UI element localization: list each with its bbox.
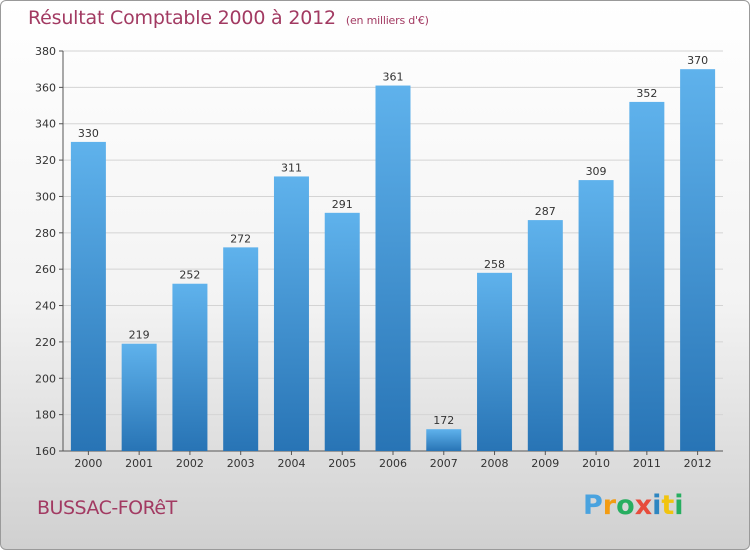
data-label: 352 <box>636 87 657 100</box>
logo-letter: r <box>602 490 617 521</box>
data-label: 172 <box>433 414 454 427</box>
y-tick-label: 240 <box>35 300 56 313</box>
bars <box>70 69 716 452</box>
y-tick-label: 340 <box>35 118 56 131</box>
chart-title: Résultat Comptable 2000 à 2012 (en millie… <box>28 7 429 29</box>
x-tick-label: 2010 <box>582 457 610 470</box>
bar-2002 <box>172 283 208 451</box>
city-name: BUSSAC-FORêT <box>37 497 177 519</box>
bar-2000 <box>70 141 106 451</box>
data-label: 219 <box>129 329 150 342</box>
y-tick-label: 300 <box>35 190 56 203</box>
y-tick-label: 200 <box>35 372 56 385</box>
data-label: 309 <box>586 165 607 178</box>
y-tick-label: 220 <box>35 336 56 349</box>
data-label: 252 <box>179 269 200 282</box>
logo-letter: t <box>661 490 675 521</box>
data-label: 330 <box>78 127 99 140</box>
data-label: 291 <box>332 198 353 211</box>
data-label: 370 <box>687 54 708 67</box>
proxiti-logo[interactable]: Proxiti <box>583 490 684 521</box>
x-tick-label: 2005 <box>328 457 356 470</box>
data-label: 258 <box>484 258 505 271</box>
bar-2008 <box>477 272 513 451</box>
y-tick-label: 380 <box>35 45 56 58</box>
y-tick-label: 360 <box>35 81 56 94</box>
x-tick-label: 2003 <box>227 457 255 470</box>
logo-letter: x <box>634 490 653 521</box>
bar-2003 <box>223 247 259 451</box>
x-tick-label: 2011 <box>633 457 661 470</box>
data-label: 361 <box>383 71 404 84</box>
logo-letter: i <box>674 490 684 521</box>
bar-2012 <box>680 69 716 451</box>
labels: 330 2000 219 2001 252 2002 272 2003 311 2004 291 20… <box>74 54 711 470</box>
bar-2005 <box>324 212 360 451</box>
y-tick-label: 260 <box>35 263 56 276</box>
x-tick-label: 2012 <box>684 457 712 470</box>
title-text: Résultat Comptable 2000 à 2012 <box>28 7 336 29</box>
bar-2011 <box>629 101 665 451</box>
x-tick-label: 2006 <box>379 457 407 470</box>
y-tick-label: 280 <box>35 227 56 240</box>
y-tick-label: 320 <box>35 154 56 167</box>
bar-2001 <box>121 343 157 451</box>
x-tick-label: 2008 <box>481 457 509 470</box>
chart-subtitle: (en milliers d'€) <box>345 14 429 27</box>
logo-letter: o <box>616 490 635 521</box>
logo-letter: P <box>583 490 603 521</box>
bar-chart: 160 180 200 220 240 260 280 300 320 340 360 380 330… <box>35 45 723 470</box>
data-label: 311 <box>281 161 302 174</box>
bar-2007 <box>426 429 462 451</box>
y-tick-label: 160 <box>35 445 56 458</box>
y-tick-label: 180 <box>35 409 56 422</box>
x-tick-label: 2009 <box>531 457 559 470</box>
bar-2010 <box>578 180 614 451</box>
bar-2004 <box>273 176 309 452</box>
bar-2009 <box>527 220 563 451</box>
x-tick-label: 2007 <box>430 457 458 470</box>
data-label: 272 <box>230 232 251 245</box>
x-tick-label: 2000 <box>74 457 102 470</box>
x-tick-label: 2004 <box>277 457 305 470</box>
bar-2006 <box>375 85 411 451</box>
x-tick-label: 2002 <box>176 457 204 470</box>
x-tick-label: 2001 <box>125 457 153 470</box>
logo-letter: i <box>652 490 662 521</box>
data-label: 287 <box>535 205 556 218</box>
